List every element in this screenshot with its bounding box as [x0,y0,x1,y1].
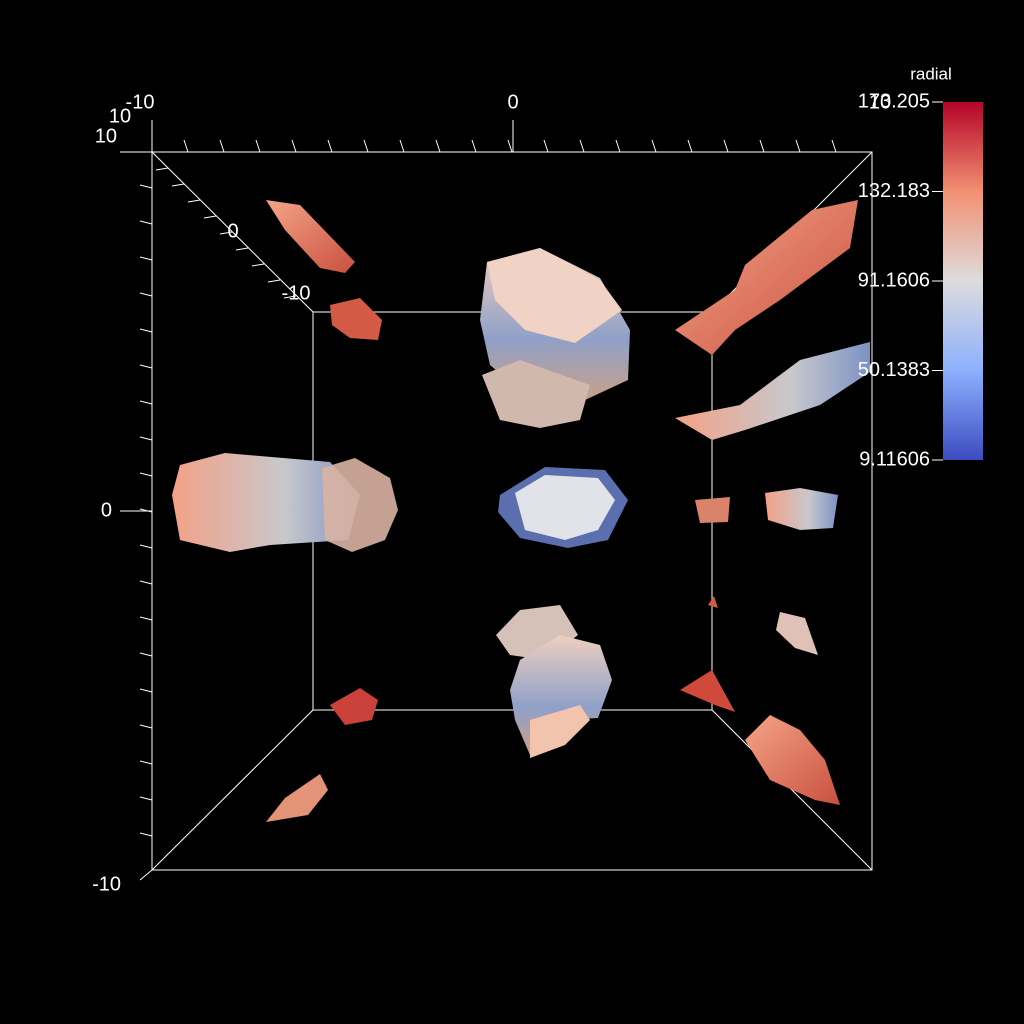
tick [139,400,153,405]
tick [579,139,585,153]
tick [267,279,281,283]
tick [651,139,657,153]
tick [219,139,225,153]
tick [155,167,169,171]
tick [187,199,201,203]
tick [139,580,153,585]
legend-tick-label: 9.11606 [859,448,930,470]
tick [139,544,153,549]
tick [139,760,153,765]
isosurfaces [172,200,870,822]
x-axis-label: 0 [507,91,518,113]
tick [795,139,801,153]
tick [255,139,261,153]
tick [139,364,153,369]
y-axis-label: 10 [95,125,117,147]
tick [723,139,729,153]
tick [507,139,513,153]
tick [203,215,217,219]
tick [615,139,621,153]
tick [759,139,765,153]
axis-ticks [139,139,837,837]
legend-tick-label: 132.183 [858,180,930,202]
legend-title: radial [910,64,952,83]
tick [139,436,153,441]
legend-tick-label: 50.1383 [858,359,930,381]
tick [435,139,441,153]
tick [139,688,153,693]
y-axis-label: -10 [92,873,121,895]
tick [471,139,477,153]
x-axis-label: -10 [126,91,155,113]
tick [139,184,153,189]
x-axis-label: 10 [869,91,891,113]
tick [139,328,153,333]
tick [139,616,153,621]
tick [139,652,153,657]
tick [291,139,297,153]
tick [139,832,153,837]
tick [139,220,153,225]
tick [687,139,693,153]
tick [399,139,405,153]
color-legend: radial 173.205 132.183 91.1606 50.1383 9.116… [858,64,983,470]
y-axis-label: 0 [101,499,112,521]
tick [139,256,153,261]
axis-labels: -10 0 10 10 0 -10 10 0 -10 [92,91,891,895]
legend-ticks: 173.205 132.183 91.1606 50.1383 9.11606 [858,90,943,470]
tick [219,231,233,235]
tick [283,295,297,299]
tick [171,183,185,187]
color-bar [943,102,983,460]
z-axis-label: 10 [109,105,131,127]
tick [831,139,837,153]
tick [251,263,265,267]
tick [183,139,189,153]
tick [235,247,249,251]
legend-tick-label: 91.1606 [858,269,930,291]
legend-tick-label: 173.205 [858,90,930,112]
z-axis-label: 0 [227,220,238,242]
z-axis-label: -10 [282,282,311,304]
tick [327,139,333,153]
tick [139,472,153,477]
tick [139,292,153,297]
tick [139,724,153,729]
tick [139,508,153,513]
tick [363,139,369,153]
tick [543,139,549,153]
tick [139,796,153,801]
